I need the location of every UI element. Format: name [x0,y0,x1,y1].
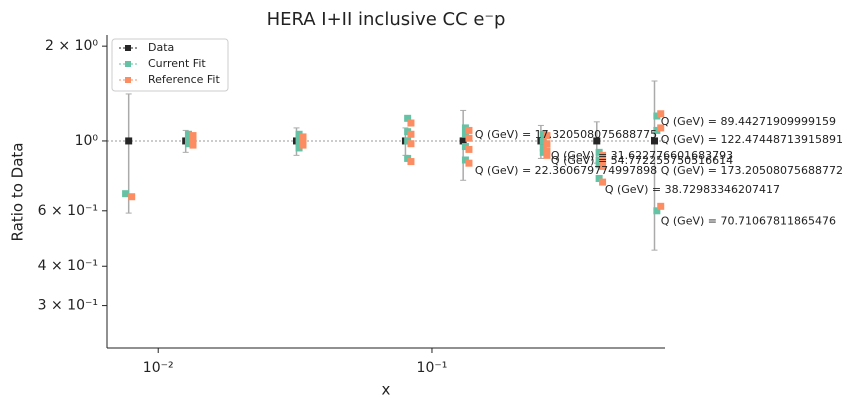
point [539,144,547,152]
point [407,130,415,138]
annotation: Q (GeV) = 70.71067811865476 [661,215,836,228]
point [295,144,303,152]
point [189,141,197,149]
point [599,158,607,166]
point [122,190,130,198]
point [465,126,473,134]
point [543,132,551,140]
y-tick-label: 3 × 10⁻¹ [38,298,98,314]
point [653,207,661,215]
point [404,114,412,122]
point [539,130,547,138]
legend-marker [125,45,131,51]
legend-label: Current Fit [148,57,206,70]
point [539,137,547,145]
point [543,151,551,159]
point [465,134,473,142]
point [465,145,473,153]
point [184,130,192,138]
point [299,137,307,145]
point [461,156,469,164]
annotation: Q (GeV) = 54.772255750516614 [551,154,733,167]
chart-title: HERA I+II inclusive CC e⁻p [267,9,506,30]
point [651,137,659,145]
legend-box [111,38,229,92]
y-axis-label: Ratio to Data [9,143,27,242]
point [539,148,547,156]
point [459,137,467,145]
point [465,159,473,167]
point [599,162,607,170]
y-tick-label: 6 × 10⁻¹ [38,203,98,219]
point [543,140,551,148]
point [295,134,303,142]
point [407,140,415,148]
point [295,130,303,138]
point [461,124,469,132]
point [461,143,469,151]
point [657,202,665,210]
annotation: Q (GeV) = 22.360679774997898 [475,164,657,177]
legend-label: Reference Fit [148,73,220,86]
point [599,178,607,186]
point [595,174,603,182]
point [184,134,192,142]
annotation: Q (GeV) = 31.622776601683793 [551,149,733,162]
y-tick-label: 4 × 10⁻¹ [38,258,98,274]
point [593,137,601,145]
annotation: Q (GeV) = 173.20508075688772 [661,164,843,177]
point [653,112,661,120]
point [407,158,415,166]
point [543,147,551,155]
x-axis-label: x [382,381,391,399]
legend-marker [125,61,131,67]
point [599,151,607,159]
y-tick-label: 10⁰ [75,133,99,149]
annotation: Q (GeV) = 38.72983346207417 [605,183,780,196]
legend: Data Current Fit Reference Fit [111,38,229,92]
point [184,140,192,148]
y-tick-label: 2 × 10⁰ [45,38,98,54]
point [657,110,665,118]
annotation: Q (GeV) = 17.320508075688775 [475,128,657,141]
point [128,193,136,201]
x-tick-label: 10⁻¹ [417,360,448,376]
point [295,140,303,148]
legend-marker [125,77,131,83]
point [299,133,307,141]
point [189,132,197,140]
point [653,126,661,134]
x-tick-label: 10⁻² [143,360,174,376]
legend-label: Data [148,41,174,54]
point [461,130,469,138]
annotation: Q (GeV) = 89.44271909999159 [661,115,836,128]
plot-area [107,80,665,251]
point [299,141,307,149]
point [657,124,665,132]
point [407,119,415,127]
point [125,137,133,145]
annotation: Q (GeV) = 122.47448713915891 [661,133,843,146]
point [189,137,197,145]
